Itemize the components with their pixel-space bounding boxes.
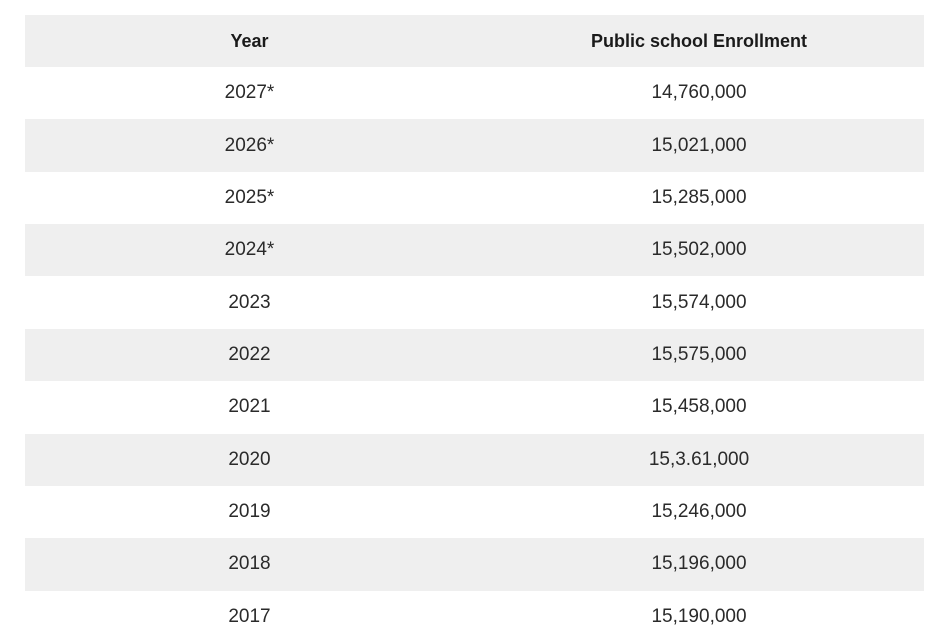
year-cell: 2024* bbox=[224, 239, 275, 261]
enrollment-cell: 15,458,000 bbox=[651, 396, 747, 418]
table-row: 2019 15,246,000 bbox=[25, 485, 924, 539]
enrollment-table-container: Year Public school Enrollment 2027* 14,7… bbox=[25, 15, 924, 643]
enrollment-cell: 15,574,000 bbox=[651, 291, 747, 313]
table-row: 2018 15,196,000 bbox=[25, 538, 924, 591]
enrollment-cell: 14,760,000 bbox=[651, 82, 747, 104]
year-cell: 2017 bbox=[228, 605, 271, 627]
year-cell: 2027* bbox=[224, 82, 275, 104]
enrollment-table: Year Public school Enrollment 2027* 14,7… bbox=[25, 15, 924, 643]
enrollment-cell: 15,021,000 bbox=[651, 134, 747, 156]
table-row: 2025* 15,285,000 bbox=[25, 171, 924, 225]
year-cell: 2023 bbox=[228, 291, 271, 313]
table-row: 2024* 15,502,000 bbox=[25, 224, 924, 277]
year-cell: 2022 bbox=[228, 343, 271, 365]
enrollment-cell: 15,502,000 bbox=[651, 239, 747, 261]
table-row: 2017 15,190,000 bbox=[25, 590, 924, 643]
year-cell: 2018 bbox=[228, 553, 271, 575]
year-cell: 2019 bbox=[228, 501, 271, 523]
enrollment-cell: 15,190,000 bbox=[651, 605, 747, 627]
table-row: 2021 15,458,000 bbox=[25, 381, 924, 434]
year-cell: 2025* bbox=[224, 186, 275, 208]
column-header-enrollment: Public school Enrollment bbox=[590, 30, 808, 51]
year-cell: 2021 bbox=[228, 396, 271, 418]
enrollment-cell: 15,3.61,000 bbox=[648, 448, 750, 470]
enrollment-cell: 15,246,000 bbox=[651, 501, 747, 523]
table-row: 2020 15,3.61,000 bbox=[25, 433, 924, 486]
enrollment-cell: 15,575,000 bbox=[651, 343, 747, 365]
enrollment-cell: 15,285,000 bbox=[651, 186, 747, 208]
table-row: 2026* 15,021,000 bbox=[25, 119, 924, 172]
column-header-year: Year bbox=[230, 30, 269, 51]
enrollment-cell: 15,196,000 bbox=[651, 553, 747, 575]
table-row: 2027* 14,760,000 bbox=[25, 67, 924, 120]
table-row: 2023 15,574,000 bbox=[25, 276, 924, 329]
year-cell: 2020 bbox=[228, 448, 271, 470]
table-header-row: Year Public school Enrollment bbox=[25, 15, 924, 67]
table-row: 2022 15,575,000 bbox=[25, 328, 924, 382]
year-cell: 2026* bbox=[224, 134, 275, 156]
